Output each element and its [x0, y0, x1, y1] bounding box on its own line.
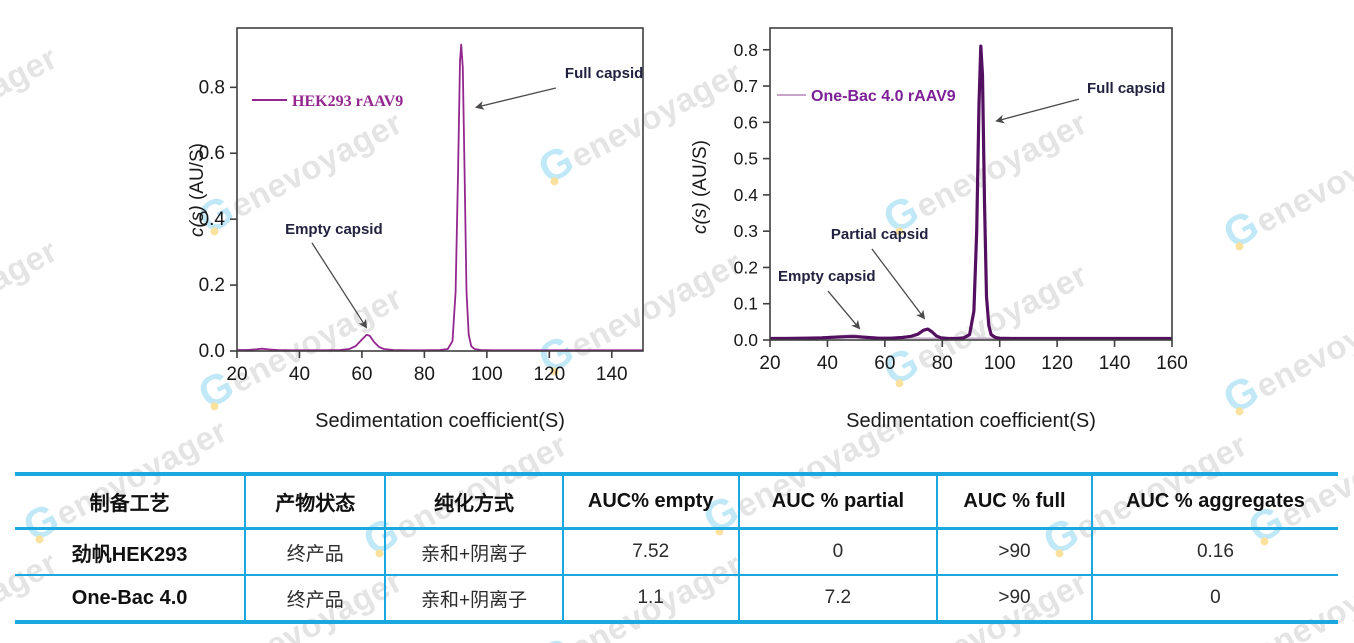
annotation-label: Partial capsid: [831, 226, 929, 243]
table-cell: 7.52: [561, 528, 739, 575]
table-cell: One-Bac 4.0: [71, 586, 188, 609]
table-cell: 0.16: [1090, 528, 1338, 575]
x-tick-label: 120: [533, 364, 565, 385]
table-cell: 0: [737, 528, 938, 575]
x-tick-label: 20: [759, 353, 780, 374]
table-row: 劲帆HEK293 终产品 亲和+阴离子 7.52 0 >90 0.16: [15, 528, 1338, 575]
x-tick-label: 160: [1156, 353, 1188, 374]
table-header-cell: AUC % aggregates: [1090, 474, 1338, 529]
y-axis-title: c(s) (AU/S): [187, 143, 208, 237]
annotation-arrow: [827, 290, 861, 330]
chart-onebac: 20 40 60 80 100 120 140 160 0.0 0.1 0.2 0.3 0.4 0.5 0.…: [690, 27, 1188, 432]
annotation-arrow: [871, 248, 926, 320]
plot-box: [769, 27, 1173, 341]
y-tick-label: 0.0: [734, 330, 759, 350]
y-tick-label: 0.7: [734, 76, 758, 96]
x-tick-label: 100: [984, 353, 1016, 374]
table-cell: 劲帆HEK293: [71, 543, 188, 566]
annotation-arrow: [311, 242, 368, 329]
y-tick-label: 0.5: [734, 149, 758, 169]
table-cell: 亲和+阴离子: [384, 528, 563, 575]
table-cell: >90: [936, 528, 1092, 575]
table-header-cell: AUC% empty: [561, 474, 739, 529]
annotation-arrow: [474, 87, 557, 110]
annotation-label: Empty capsid: [778, 268, 876, 285]
plot-box: [236, 27, 644, 352]
y-tick-label: 0.6: [199, 143, 225, 164]
y-tick-label: 0.8: [199, 77, 225, 98]
table-header-cell: 产物状态: [244, 474, 386, 529]
table-header-cell: AUC % full: [936, 474, 1092, 529]
watermark-g-icon: G: [1215, 630, 1266, 643]
y-tick-label: 0.8: [734, 40, 758, 60]
legend-label: One-Bac 4.0 rAAV9: [811, 88, 956, 105]
auc-summary-table: 制备工艺 产物状态 纯化方式 AUC% empty AUC % partial AUC %…: [15, 472, 1338, 624]
x-tick-label: 140: [596, 364, 628, 385]
y-tick-label: 0.4: [199, 209, 226, 230]
x-tick-label: 20: [226, 364, 247, 385]
annotation-label: Empty capsid: [285, 221, 383, 238]
table-header-cell: 纯化方式: [384, 474, 563, 529]
curve-HEK293 rAAV9: [237, 43, 643, 352]
table-cell: >90: [936, 575, 1092, 622]
annotation-arrow: [995, 98, 1080, 124]
table-row: One-Bac 4.0 终产品 亲和+阴离子 1.1 7.2 >90 0: [15, 575, 1338, 622]
legend-label: HEK293 rAAV9: [292, 93, 403, 110]
table-cell: 1.1: [561, 575, 739, 622]
y-tick-label: 0.0: [199, 341, 225, 362]
curve-One-Bac 4.0 rAAV9: [770, 44, 1172, 341]
table-cell: 终产品: [244, 575, 386, 622]
x-tick-label: 100: [471, 364, 503, 385]
x-tick-label: 60: [351, 364, 372, 385]
table-cell: 0: [1090, 575, 1338, 622]
x-tick-label: 40: [289, 364, 310, 385]
table-cell: 终产品: [244, 528, 386, 575]
y-tick-label: 0.6: [734, 112, 758, 132]
x-axis-title: Sedimentation coefficient(S): [315, 410, 565, 432]
table-body: 劲帆HEK293 终产品 亲和+阴离子 7.52 0 >90 0.16 One-Bac 4.0…: [15, 528, 1338, 622]
y-tick-label: 0.1: [734, 294, 758, 314]
table-cell: 7.2: [737, 575, 938, 622]
y-tick-label: 0.2: [734, 257, 758, 277]
x-tick-label: 140: [1099, 353, 1131, 374]
y-tick-label: 0.4: [734, 185, 759, 205]
watermark-g-icon: G: [530, 627, 581, 643]
x-tick-label: 120: [1041, 353, 1073, 374]
table-header-cell: AUC % partial: [737, 474, 938, 529]
y-tick-label: 0.3: [734, 221, 758, 241]
table-cell: 亲和+阴离子: [384, 575, 563, 622]
x-tick-label: 60: [874, 353, 895, 374]
y-tick-label: 0.2: [199, 275, 225, 296]
sedimentation-charts: 20 40 60 80 100 120 140 0.0 0.2 0.4 0.6 0.8 Sediment…: [187, 27, 1188, 432]
y-axis-title: c(s) (AU/S): [690, 140, 711, 234]
annotation-label: Full capsid: [565, 65, 643, 82]
x-tick-label: 40: [817, 353, 838, 374]
table-header-row: 制备工艺 产物状态 纯化方式 AUC% empty AUC % partial AUC %…: [15, 474, 1338, 529]
x-tick-label: 80: [932, 353, 953, 374]
table-header-cell: 制备工艺: [89, 493, 170, 515]
annotation-label: Full capsid: [1087, 80, 1165, 97]
x-tick-label: 80: [414, 364, 435, 385]
x-axis-title: Sedimentation coefficient(S): [846, 410, 1096, 432]
table-row: 制备工艺 产物状态 纯化方式 AUC% empty AUC % partial AUC %…: [15, 474, 1338, 529]
chart-hek293: 20 40 60 80 100 120 140 0.0 0.2 0.4 0.6 0.8 Sediment…: [187, 27, 644, 432]
